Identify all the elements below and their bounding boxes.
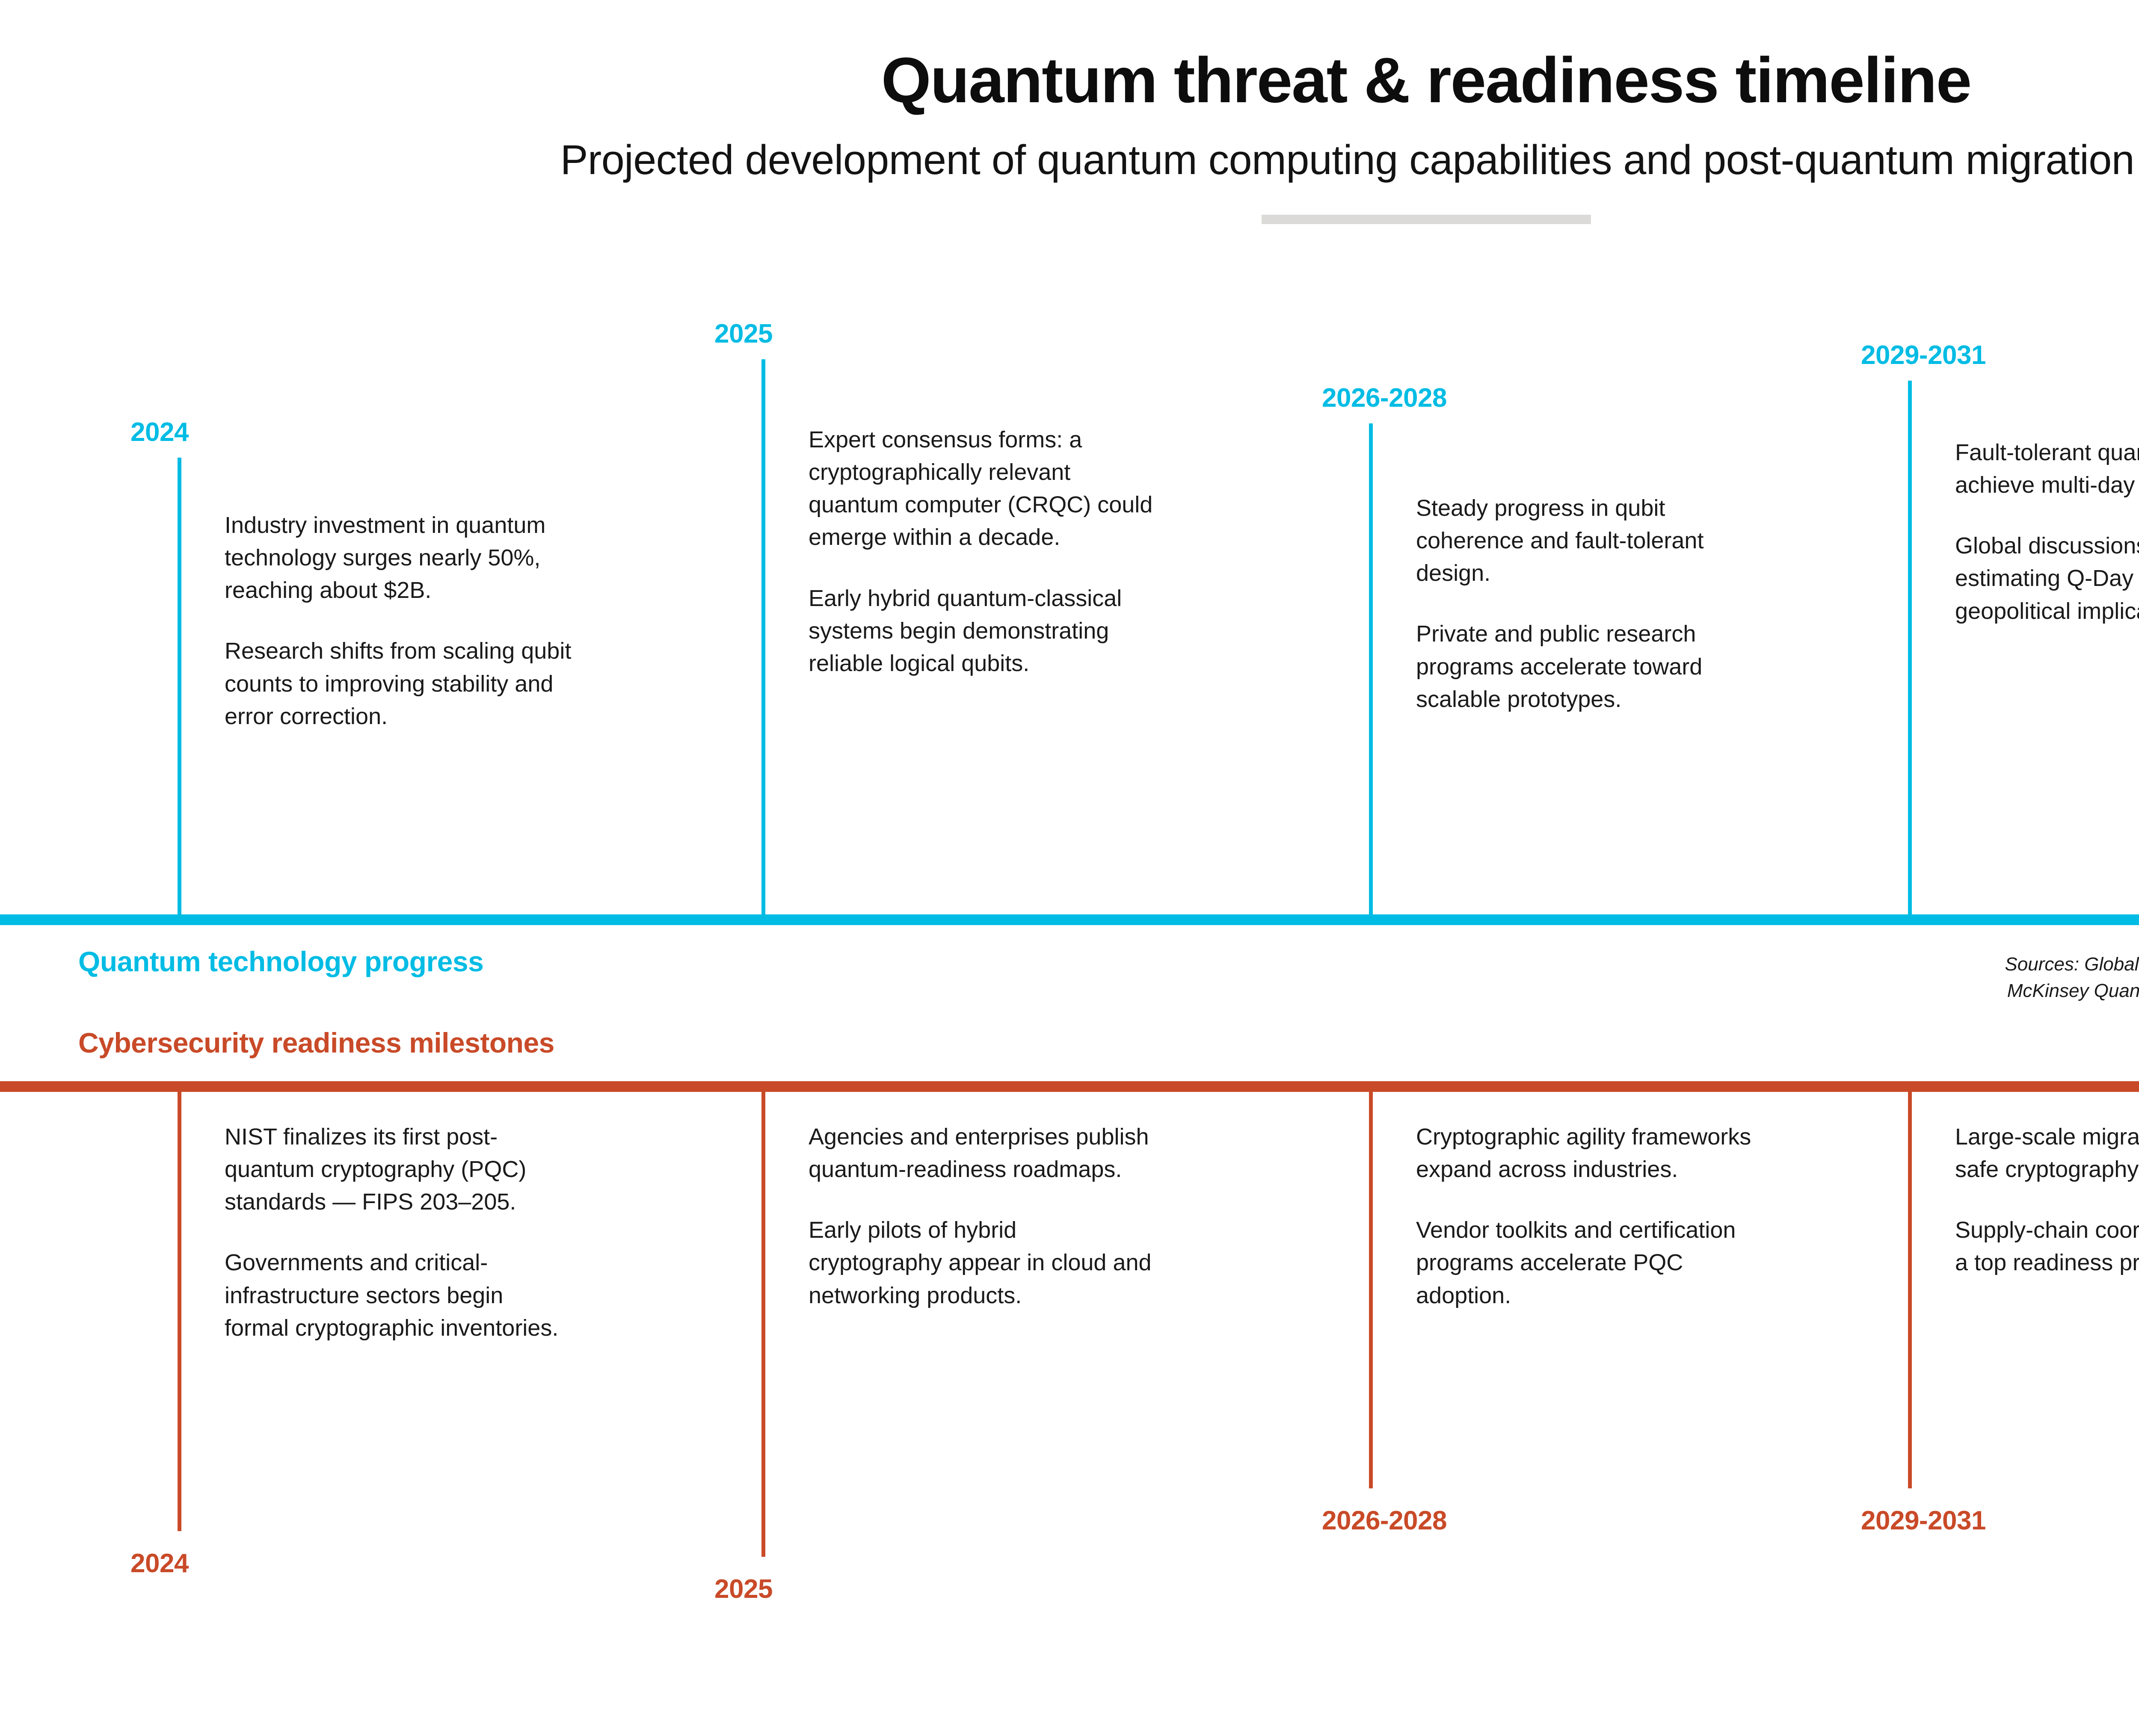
milestone-paragraph: Vendor toolkits and certification progra… [1416,1217,1736,1308]
milestone-paragraph: Fault-tolerant quantum systems achieve m… [1955,440,2139,498]
milestone-paragraph: Research shifts from scaling qubit count… [225,638,572,729]
milestone-stem [178,458,181,914]
milestone-stem [1369,423,1373,914]
milestone-year-label: 2029-2031 [1861,1506,1986,1535]
milestone-body: Expert consensus forms: a cryptographica… [809,423,1164,680]
milestone-paragraph: Expert consensus forms: a cryptographica… [809,427,1153,550]
milestone-paragraph: Agencies and enterprises publish quantum… [809,1124,1149,1183]
milestone-stem [1908,381,1912,914]
page-title: Quantum threat & readiness timeline [881,44,1972,116]
header-divider [1261,214,1591,224]
sources-note: Sources: Global Risk Institute, Quantum … [1742,951,2139,1031]
milestone-stem [1369,1092,1373,1488]
milestone-body: Large-scale migration to quantum-safe cr… [1955,1121,2139,1279]
milestone-year-label: 2025 [714,1574,773,1604]
quantum-progress-axis [0,914,2139,925]
milestone-year-label: 2024 [130,1549,189,1578]
milestone-paragraph: Governments and critical-infrastructure … [225,1250,559,1341]
milestone-stem [178,1092,181,1531]
milestone-year-label: 2025 [714,319,773,349]
milestone-stem [1908,1092,1912,1488]
milestone-stem [761,1092,765,1557]
milestone-paragraph: Large-scale migration to quantum-safe cr… [1955,1124,2139,1183]
band-label-cyber-readiness: Cybersecurity readiness milestones [78,1027,554,1059]
milestone-paragraph: Global discussions focus on estimating Q… [1955,533,2139,624]
milestone-paragraph: Industry investment in quantum technolog… [225,512,546,603]
milestone-year-label: 2024 [130,417,189,447]
page-subtitle: Projected development of quantum computi… [560,136,2139,183]
milestone-body: Steady progress in qubit coherence and f… [1416,492,1758,716]
milestone-year-label: 2029-2031 [1861,340,1986,370]
milestone-paragraph: Steady progress in qubit coherence and f… [1416,495,1704,586]
header: Quantum threat & readiness timeline Proj… [0,0,2139,224]
sources-line-1: Sources: Global Risk Institute, Quantum … [2005,954,2139,975]
milestone-body: Cryptographic agility frameworks expand … [1416,1121,1758,1312]
milestone-paragraph: Supply-chain coordination becomes a top … [1955,1217,2139,1276]
sources-line-3: to Post-Quantum Cryptography; NIST, FIPS… [1742,1005,2139,1031]
milestone-year-label: 2026-2028 [1322,1506,1447,1535]
milestone-year-label: 2026-2028 [1322,383,1447,413]
cyber-readiness-axis [0,1081,2139,1092]
milestone-stem [761,359,765,914]
milestone-paragraph: Early pilots of hybrid cryptography appe… [809,1217,1152,1308]
milestone-paragraph: Early hybrid quantum-classical systems b… [809,585,1122,676]
milestone-paragraph: NIST finalizes its first post-quantum cr… [225,1124,527,1215]
band-label-quantum-progress: Quantum technology progress [78,946,484,977]
milestone-body: Fault-tolerant quantum systems achieve m… [1955,436,2139,627]
milestone-paragraph: Cryptographic agility frameworks expand … [1416,1124,1751,1183]
milestone-body: Agencies and enterprises publish quantum… [809,1121,1155,1312]
sources-line-2: McKinsey Quantum Technology Monitor; CIS… [2007,980,2139,1002]
milestone-body: NIST finalizes its first post-quantum cr… [225,1121,563,1344]
milestone-paragraph: Private and public research programs acc… [1416,621,1703,712]
milestone-body: Industry investment in quantum technolog… [225,509,575,733]
